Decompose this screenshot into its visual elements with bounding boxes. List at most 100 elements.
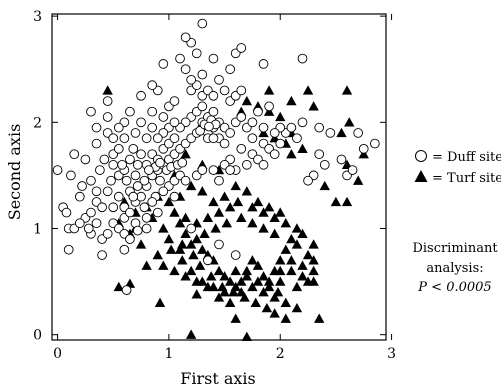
duff-point: [198, 166, 207, 175]
y-tick-label: 2: [33, 115, 42, 131]
duff-point: [70, 150, 79, 159]
duff-point: [78, 182, 87, 191]
duff-point: [137, 91, 146, 100]
y-tick-label: 0: [33, 328, 42, 344]
duff-point: [220, 139, 229, 148]
x-axis-title: First axis: [180, 369, 255, 388]
duff-point: [142, 224, 151, 233]
duff-point: [170, 192, 179, 201]
annotation-line-1: Discriminant: [412, 241, 498, 256]
duff-point: [370, 139, 379, 148]
duff-point: [237, 86, 246, 95]
duff-point: [137, 150, 146, 159]
duff-point: [103, 97, 112, 106]
duff-point: [148, 198, 157, 207]
duff-point: [215, 240, 224, 249]
x-tick-label: 1: [164, 346, 173, 362]
duff-point: [209, 91, 218, 100]
x-tick-label: 3: [387, 346, 396, 362]
duff-point: [287, 123, 296, 132]
duff-point: [133, 182, 142, 191]
duff-point: [348, 166, 357, 175]
duff-point: [100, 155, 109, 164]
duff-point: [170, 118, 179, 127]
duff-point: [181, 33, 190, 42]
duff-point: [144, 166, 153, 175]
duff-point: [209, 54, 218, 63]
duff-point: [81, 155, 90, 164]
annotation-line-3: P < 0.0005: [417, 280, 491, 295]
duff-point: [226, 166, 235, 175]
duff-point: [140, 203, 149, 212]
duff-point: [126, 107, 135, 116]
duff-point: [159, 187, 168, 196]
duff-point: [276, 139, 285, 148]
duff-point: [259, 60, 268, 69]
duff-point: [92, 219, 101, 228]
duff-point: [109, 160, 118, 169]
duff-point: [126, 208, 135, 217]
duff-point: [170, 97, 179, 106]
duff-point: [126, 155, 135, 164]
duff-point: [120, 245, 129, 254]
duff-point: [248, 118, 257, 127]
duff-point: [114, 123, 123, 132]
x-tick-label: 2: [276, 346, 285, 362]
duff-point: [270, 150, 279, 159]
duff-point: [148, 123, 157, 132]
duff-point: [259, 123, 268, 132]
duff-point: [156, 158, 165, 167]
duff-point: [103, 113, 112, 122]
duff-point: [270, 129, 279, 138]
duff-point: [205, 122, 214, 131]
duff-point: [265, 102, 274, 111]
duff-point: [62, 208, 71, 217]
duff-point: [131, 171, 140, 180]
duff-point: [133, 160, 142, 169]
duff-point: [126, 235, 135, 244]
duff-point: [109, 203, 118, 212]
duff-point: [293, 134, 302, 143]
duff-point: [198, 19, 207, 28]
legend-duff-label: = Duff sites: [432, 150, 501, 165]
duff-point: [137, 118, 146, 127]
duff-point: [237, 113, 246, 122]
duff-point: [215, 176, 224, 185]
duff-point: [198, 70, 207, 79]
y-axis-title: Second axis: [5, 124, 24, 221]
duff-point: [148, 81, 157, 90]
duff-point: [215, 75, 224, 84]
duff-point: [98, 251, 107, 260]
duff-point: [142, 134, 151, 143]
duff-point: [107, 176, 116, 185]
duff-point: [170, 134, 179, 143]
duff-point: [187, 224, 196, 233]
duff-point: [203, 256, 212, 265]
duff-point: [209, 134, 218, 143]
discriminant-annotation: Discriminant analysis: P < 0.0005: [412, 241, 498, 295]
duff-point: [231, 251, 240, 260]
duff-point: [142, 213, 151, 222]
duff-point: [159, 60, 168, 69]
duff-point: [298, 54, 307, 63]
duff-point: [359, 144, 368, 153]
duff-point: [176, 54, 185, 63]
annotation-line-2: analysis:: [426, 261, 483, 276]
duff-point: [84, 224, 93, 233]
duff-point: [53, 166, 62, 175]
duff-point: [122, 176, 131, 185]
y-tick-label: 3: [33, 9, 42, 25]
duff-point: [120, 134, 129, 143]
duff-point: [131, 129, 140, 138]
duff-point: [103, 187, 112, 196]
duff-point: [178, 158, 187, 167]
duff-point: [114, 192, 123, 201]
duff-point: [159, 113, 168, 122]
duff-point: [95, 166, 104, 175]
duff-point: [153, 208, 162, 217]
duff-point: [87, 107, 96, 116]
duff-point: [209, 107, 218, 116]
duff-point: [226, 65, 235, 74]
